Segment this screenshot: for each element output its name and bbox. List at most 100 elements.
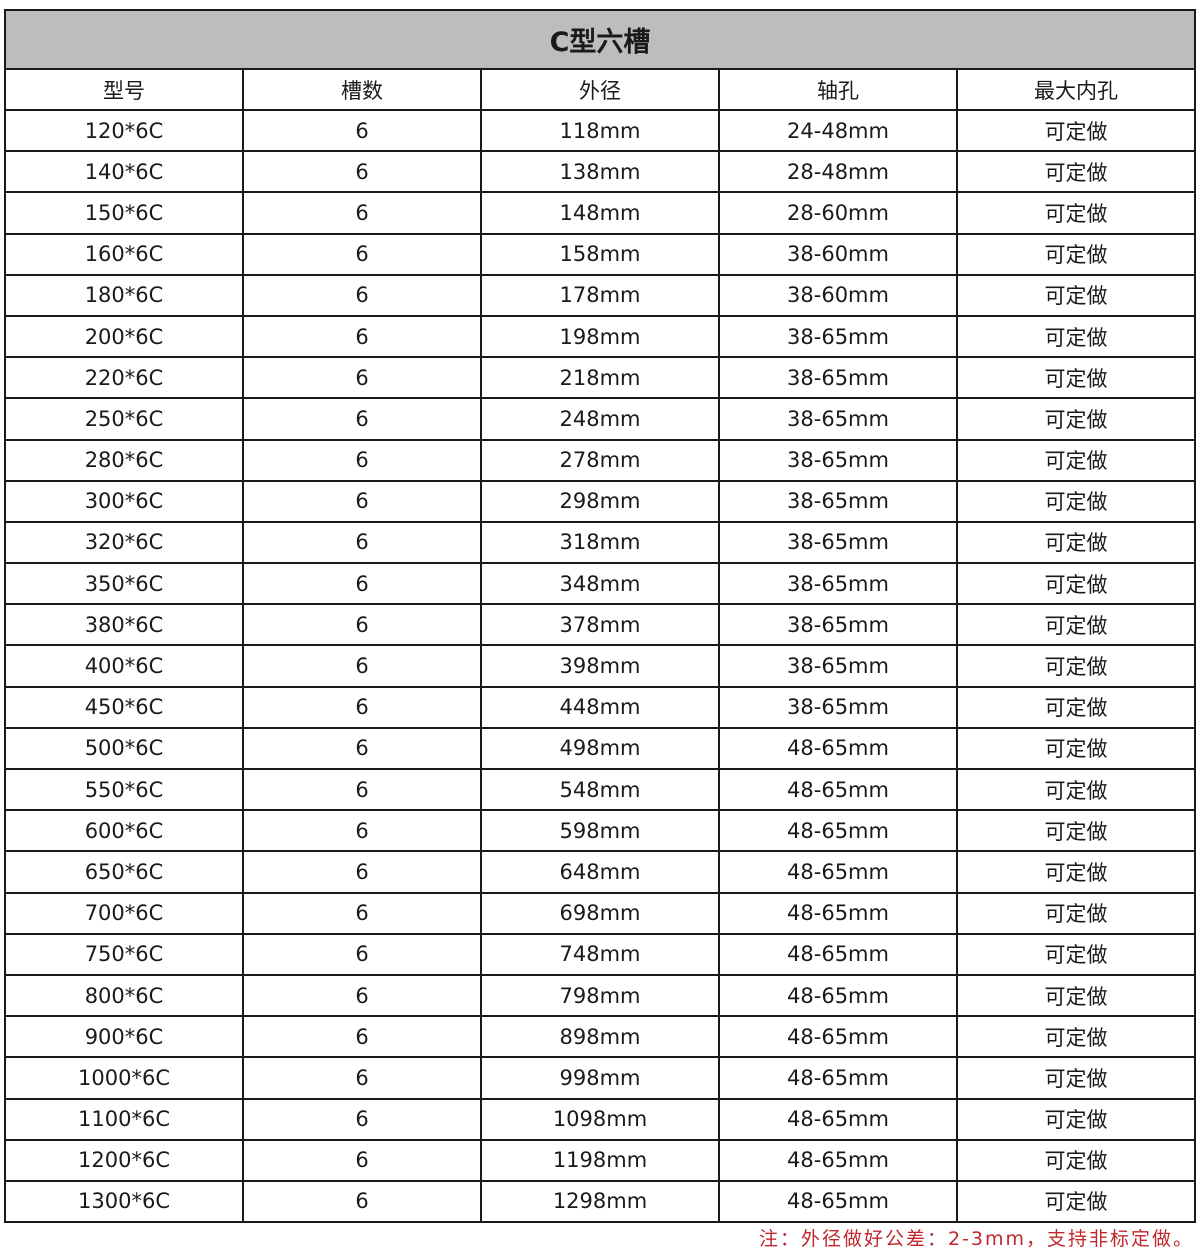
cell-max-bore: 可定做 — [956, 685, 1196, 729]
cell-outer-diameter: 278mm — [480, 438, 720, 482]
header-outer-diameter: 外径 — [480, 68, 720, 111]
cell-shaft-hole: 38-65mm — [718, 438, 958, 482]
table-row: 1100*6C 6 1098mm 48-65mm 可定做 — [4, 1097, 1196, 1141]
cell-grooves: 6 — [242, 397, 482, 441]
cell-outer-diameter: 298mm — [480, 479, 720, 523]
cell-max-bore: 可定做 — [956, 850, 1196, 894]
cell-shaft-hole: 28-48mm — [718, 150, 958, 194]
cell-max-bore: 可定做 — [956, 438, 1196, 482]
cell-shaft-hole: 48-65mm — [718, 850, 958, 894]
cell-model: 150*6C — [4, 191, 244, 235]
cell-grooves: 6 — [242, 644, 482, 688]
cell-grooves: 6 — [242, 232, 482, 276]
table-row: 200*6C 6 198mm 38-65mm 可定做 — [4, 314, 1196, 359]
table-row: 350*6C 6 348mm 38-65mm 可定做 — [4, 562, 1196, 606]
cell-model: 900*6C — [4, 1015, 244, 1059]
cell-grooves: 6 — [242, 1097, 482, 1141]
spec-table: C型六槽 型号 槽数 外径 轴孔 最大内孔 120*6C 6 118mm 24-48m… — [4, 9, 1196, 1224]
table-row: 400*6C 6 398mm 38-65mm 可定做 — [4, 644, 1196, 688]
cell-grooves: 6 — [242, 850, 482, 894]
cell-shaft-hole: 24-48mm — [718, 108, 958, 153]
cell-shaft-hole: 38-65mm — [718, 356, 958, 400]
cell-shaft-hole: 38-60mm — [718, 232, 958, 276]
cell-max-bore: 可定做 — [956, 479, 1196, 523]
cell-grooves: 6 — [242, 603, 482, 647]
cell-outer-diameter: 198mm — [480, 314, 720, 359]
cell-grooves: 6 — [242, 438, 482, 482]
table-row: 600*6C 6 598mm 48-65mm 可定做 — [4, 809, 1196, 853]
table-row: 1300*6C 6 1298mm 48-65mm 可定做 — [4, 1179, 1196, 1224]
cell-model: 1300*6C — [4, 1179, 244, 1224]
cell-grooves: 6 — [242, 891, 482, 935]
cell-grooves: 6 — [242, 562, 482, 606]
cell-shaft-hole: 28-60mm — [718, 191, 958, 235]
cell-outer-diameter: 398mm — [480, 644, 720, 688]
cell-shaft-hole: 48-65mm — [718, 891, 958, 935]
cell-shaft-hole: 48-65mm — [718, 1179, 958, 1224]
cell-model: 550*6C — [4, 767, 244, 812]
cell-max-bore: 可定做 — [956, 644, 1196, 688]
cell-model: 380*6C — [4, 603, 244, 647]
cell-max-bore: 可定做 — [956, 562, 1196, 606]
cell-shaft-hole: 48-65mm — [718, 1097, 958, 1141]
table-row: 1200*6C 6 1198mm 48-65mm 可定做 — [4, 1138, 1196, 1182]
cell-shaft-hole: 38-65mm — [718, 314, 958, 359]
cell-shaft-hole: 38-65mm — [718, 479, 958, 523]
cell-model: 1200*6C — [4, 1138, 244, 1182]
cell-shaft-hole: 48-65mm — [718, 973, 958, 1018]
cell-max-bore: 可定做 — [956, 520, 1196, 565]
table-row: 280*6C 6 278mm 38-65mm 可定做 — [4, 438, 1196, 482]
cell-max-bore: 可定做 — [956, 191, 1196, 235]
header-model: 型号 — [4, 68, 244, 111]
cell-grooves: 6 — [242, 932, 482, 976]
cell-grooves: 6 — [242, 108, 482, 153]
cell-outer-diameter: 498mm — [480, 726, 720, 771]
cell-grooves: 6 — [242, 150, 482, 194]
cell-max-bore: 可定做 — [956, 973, 1196, 1018]
cell-max-bore: 可定做 — [956, 232, 1196, 276]
cell-model: 280*6C — [4, 438, 244, 482]
cell-model: 220*6C — [4, 356, 244, 400]
cell-outer-diameter: 548mm — [480, 767, 720, 812]
cell-grooves: 6 — [242, 479, 482, 523]
table-row: 700*6C 6 698mm 48-65mm 可定做 — [4, 891, 1196, 935]
cell-max-bore: 可定做 — [956, 108, 1196, 153]
cell-outer-diameter: 248mm — [480, 397, 720, 441]
footnote: 注：外径做好公差：2-3mm，支持非标定做。 — [758, 1228, 1194, 1250]
table-row: 500*6C 6 498mm 48-65mm 可定做 — [4, 726, 1196, 771]
table-row: 220*6C 6 218mm 38-65mm 可定做 — [4, 356, 1196, 400]
cell-max-bore: 可定做 — [956, 809, 1196, 853]
table-row: 320*6C 6 318mm 38-65mm 可定做 — [4, 520, 1196, 565]
cell-max-bore: 可定做 — [956, 1138, 1196, 1182]
cell-outer-diameter: 1098mm — [480, 1097, 720, 1141]
cell-max-bore: 可定做 — [956, 932, 1196, 976]
cell-outer-diameter: 1198mm — [480, 1138, 720, 1182]
cell-model: 800*6C — [4, 973, 244, 1018]
cell-max-bore: 可定做 — [956, 767, 1196, 812]
cell-outer-diameter: 998mm — [480, 1056, 720, 1100]
cell-max-bore: 可定做 — [956, 1097, 1196, 1141]
cell-outer-diameter: 138mm — [480, 150, 720, 194]
table-row: 550*6C 6 548mm 48-65mm 可定做 — [4, 767, 1196, 812]
cell-model: 500*6C — [4, 726, 244, 771]
cell-grooves: 6 — [242, 356, 482, 400]
cell-grooves: 6 — [242, 1015, 482, 1059]
cell-model: 1100*6C — [4, 1097, 244, 1141]
cell-shaft-hole: 38-65mm — [718, 603, 958, 647]
cell-max-bore: 可定做 — [956, 1056, 1196, 1100]
cell-outer-diameter: 648mm — [480, 850, 720, 894]
cell-model: 140*6C — [4, 150, 244, 194]
cell-grooves: 6 — [242, 973, 482, 1018]
table-row: 800*6C 6 798mm 48-65mm 可定做 — [4, 973, 1196, 1018]
cell-model: 750*6C — [4, 932, 244, 976]
cell-shaft-hole: 48-65mm — [718, 809, 958, 853]
table-row: 300*6C 6 298mm 38-65mm 可定做 — [4, 479, 1196, 523]
cell-outer-diameter: 318mm — [480, 520, 720, 565]
cell-model: 200*6C — [4, 314, 244, 359]
cell-shaft-hole: 48-65mm — [718, 726, 958, 771]
cell-max-bore: 可定做 — [956, 314, 1196, 359]
cell-outer-diameter: 148mm — [480, 191, 720, 235]
table-row: 380*6C 6 378mm 38-65mm 可定做 — [4, 603, 1196, 647]
cell-grooves: 6 — [242, 273, 482, 317]
cell-outer-diameter: 448mm — [480, 685, 720, 729]
